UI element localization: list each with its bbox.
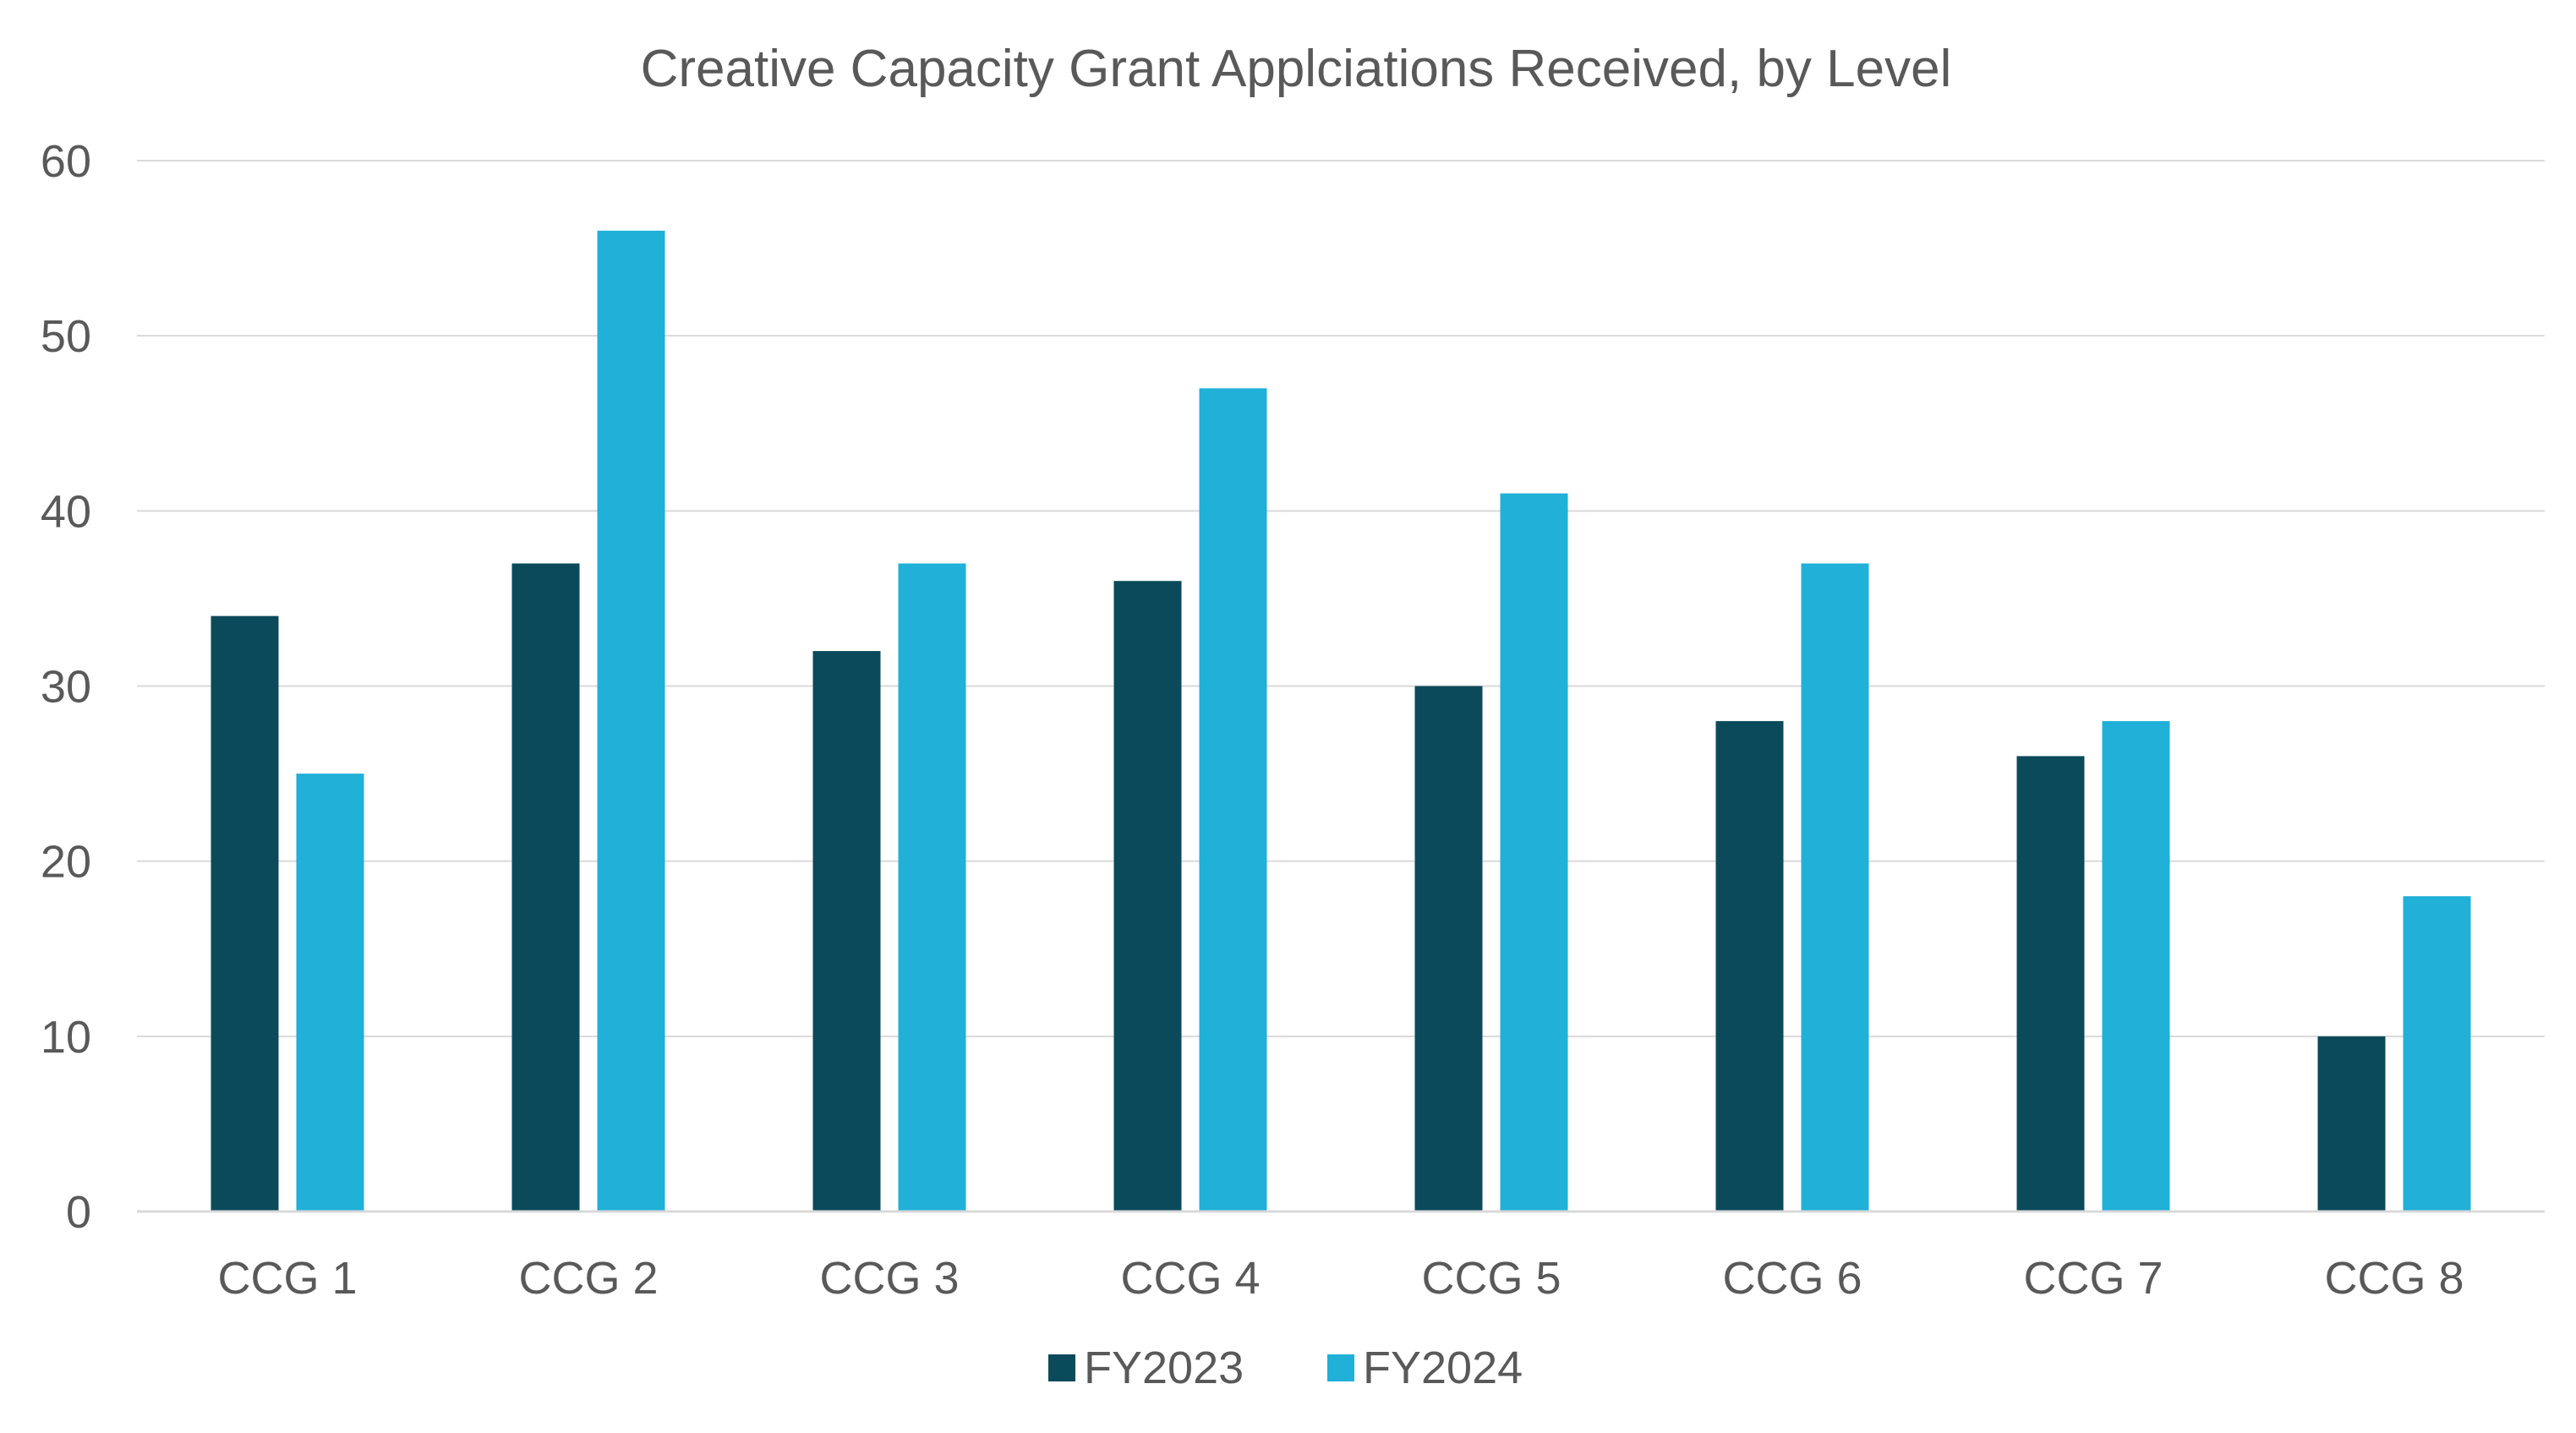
bars xyxy=(211,230,2471,1212)
bar-FY2024-CCG-1 xyxy=(296,774,364,1211)
bar-FY2023-CCG-3 xyxy=(812,651,881,1211)
x-tick-label: CCG 1 xyxy=(217,1253,357,1304)
bar-FY2024-CCG-4 xyxy=(1199,388,1267,1212)
y-tick-label: 60 xyxy=(41,136,91,187)
chart-title: Creative Capacity Grant Applciations Rec… xyxy=(641,40,1952,98)
legend-swatch-FY2023 xyxy=(1048,1354,1075,1381)
bar-FY2023-CCG-4 xyxy=(1113,581,1182,1211)
bar-FY2023-CCG-8 xyxy=(2317,1036,2386,1211)
bar-FY2023-CCG-5 xyxy=(1414,686,1483,1211)
bar-FY2024-CCG-2 xyxy=(597,230,665,1211)
bar-FY2024-CCG-7 xyxy=(2102,720,2170,1211)
x-axis-tick-labels: CCG 1 CCG 2 CCG 3 CCG 4 CCG 5 CCG 6 CCG 7 CCG 8 xyxy=(217,1253,2464,1304)
x-tick-label: CCG 7 xyxy=(2023,1253,2163,1304)
x-tick-label: CCG 3 xyxy=(819,1253,959,1304)
legend-label-FY2024: FY2024 xyxy=(1363,1343,1523,1393)
legend-label-FY2023: FY2023 xyxy=(1084,1343,1244,1393)
y-tick-label: 10 xyxy=(41,1012,91,1063)
legend-swatch-FY2024 xyxy=(1327,1354,1354,1381)
bar-FY2023-CCG-1 xyxy=(211,615,279,1211)
bar-FY2024-CCG-3 xyxy=(898,563,966,1211)
bar-FY2024-CCG-6 xyxy=(1801,563,1869,1211)
bar-FY2024-CCG-8 xyxy=(2403,896,2471,1211)
y-tick-label: 30 xyxy=(41,662,91,713)
x-tick-label: CCG 4 xyxy=(1120,1253,1260,1304)
x-tick-label: CCG 8 xyxy=(2324,1253,2464,1304)
bar-FY2023-CCG-6 xyxy=(1715,720,1784,1211)
bar-FY2023-CCG-7 xyxy=(2016,756,2085,1211)
bar-FY2024-CCG-5 xyxy=(1500,493,1568,1211)
x-tick-label: CCG 5 xyxy=(1421,1253,1561,1304)
legend: FY2023 FY2024 xyxy=(1048,1343,1523,1393)
x-tick-label: CCG 2 xyxy=(518,1253,658,1304)
y-tick-label: 40 xyxy=(41,486,91,537)
y-tick-label: 0 xyxy=(66,1187,91,1238)
y-tick-label: 20 xyxy=(41,837,91,888)
y-tick-label: 50 xyxy=(41,311,91,362)
bar-FY2023-CCG-2 xyxy=(511,563,580,1211)
x-tick-label: CCG 6 xyxy=(1722,1253,1862,1304)
y-axis-tick-labels: 0 10 20 30 40 50 60 xyxy=(41,136,91,1238)
